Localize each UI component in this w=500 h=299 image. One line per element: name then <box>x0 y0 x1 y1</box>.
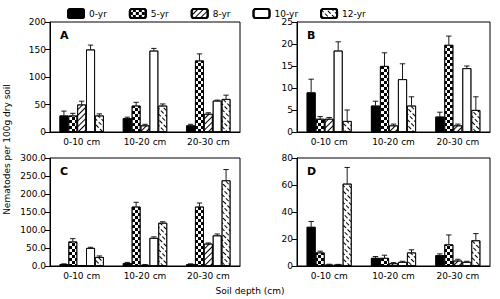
svg-text:10: 10 <box>282 83 294 93</box>
svg-text:20-30 cm: 20-30 cm <box>187 271 230 281</box>
svg-text:0: 0 <box>287 127 293 137</box>
svg-text:80: 80 <box>282 153 294 163</box>
svg-text:150.0: 150.0 <box>20 207 46 217</box>
svg-text:0: 0 <box>287 261 293 271</box>
svg-text:A: A <box>60 29 69 42</box>
svg-text:10-20 cm: 10-20 cm <box>372 137 415 147</box>
svg-text:0-10 cm: 0-10 cm <box>63 137 100 147</box>
svg-text:10-20 cm: 10-20 cm <box>124 137 167 147</box>
svg-text:200: 200 <box>29 17 46 27</box>
svg-text:60: 60 <box>282 180 294 190</box>
svg-text:10-20 cm: 10-20 cm <box>124 271 167 281</box>
svg-text:150: 150 <box>29 45 46 55</box>
svg-text:C: C <box>60 165 68 178</box>
svg-text:D: D <box>307 165 316 178</box>
svg-text:20-30 cm: 20-30 cm <box>436 137 479 147</box>
svg-text:20: 20 <box>282 39 294 49</box>
svg-text:12-yr: 12-yr <box>342 9 366 19</box>
svg-text:25: 25 <box>282 17 293 27</box>
svg-text:15: 15 <box>282 61 293 71</box>
svg-text:250.0: 250.0 <box>20 171 46 181</box>
svg-text:50.0: 50.0 <box>26 243 46 253</box>
svg-text:0-10 cm: 0-10 cm <box>311 271 348 281</box>
svg-text:0-10 cm: 0-10 cm <box>63 271 100 281</box>
svg-text:0: 0 <box>40 127 46 137</box>
svg-text:200.0: 200.0 <box>20 189 46 199</box>
svg-text:0-yr: 0-yr <box>89 9 107 19</box>
svg-text:10-20 cm: 10-20 cm <box>372 271 415 281</box>
svg-text:Nematodes per 100g dry soil: Nematodes per 100g dry soil <box>2 84 12 215</box>
svg-text:B: B <box>307 29 315 42</box>
svg-text:8-yr: 8-yr <box>213 9 231 19</box>
svg-text:0-10 cm: 0-10 cm <box>311 137 348 147</box>
svg-text:5-yr: 5-yr <box>151 9 169 19</box>
svg-text:50: 50 <box>35 100 47 110</box>
svg-text:100.0: 100.0 <box>20 225 46 235</box>
svg-text:20-30 cm: 20-30 cm <box>187 137 230 147</box>
svg-text:Soil depth (cm): Soil depth (cm) <box>216 286 285 296</box>
svg-text:300.0: 300.0 <box>20 153 46 163</box>
svg-text:10-yr: 10-yr <box>275 9 299 19</box>
svg-text:40: 40 <box>282 207 294 217</box>
svg-text:100: 100 <box>29 72 46 82</box>
svg-text:5: 5 <box>287 105 293 115</box>
svg-text:0.0: 0.0 <box>32 261 47 271</box>
svg-text:20: 20 <box>282 234 294 244</box>
svg-text:20-30 cm: 20-30 cm <box>436 271 479 281</box>
